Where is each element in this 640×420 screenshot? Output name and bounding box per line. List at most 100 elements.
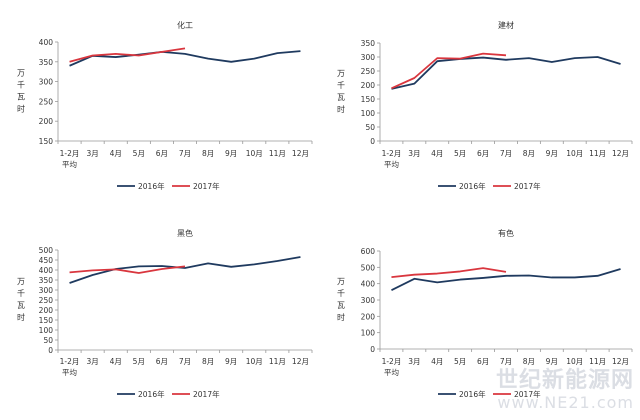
x-tick-label: 5月 [454, 357, 466, 366]
chart-title: 黑色 [177, 228, 193, 238]
x-tick-label-line: 11月 [269, 149, 286, 158]
watermark: 世纪新能源网 www.NE21.com [496, 370, 634, 414]
x-tick-label: 7月 [179, 149, 191, 158]
x-tick-label: 4月 [110, 357, 122, 366]
x-tick-label: 9月 [546, 357, 558, 366]
x-tick-label-line: 9月 [546, 357, 558, 366]
y-tick-label: 50 [365, 123, 375, 132]
x-tick-label-line: 6月 [477, 149, 489, 158]
y-tick-label: 400 [39, 266, 54, 275]
x-tick-label-line: 8月 [202, 149, 214, 158]
legend-label: 2017年 [514, 181, 541, 191]
x-tick-label-line: 9月 [546, 149, 558, 158]
series-line-2017年 [391, 268, 506, 277]
x-tick-label-line: 5月 [454, 149, 466, 158]
x-tick-label: 4月 [110, 149, 122, 158]
y-tick-label: 400 [39, 38, 54, 47]
x-tick-label: 3月 [408, 357, 420, 366]
y-tick-label: 150 [39, 316, 54, 325]
x-tick-label: 6月 [156, 357, 168, 366]
y-tick-label: 200 [361, 312, 376, 321]
x-tick-label-line: 6月 [156, 357, 168, 366]
x-tick-label-line: 7月 [179, 357, 191, 366]
y-tick-label: 350 [39, 276, 54, 285]
chart-ferrous: 黑色万千瓦时0501001502002503003504004505001-2月… [0, 210, 320, 416]
series-line-2016年 [391, 269, 620, 290]
x-tick-label: 5月 [133, 357, 145, 366]
x-tick-label: 10月 [246, 357, 263, 366]
legend-label: 2016年 [138, 181, 165, 191]
y-tick-label: 250 [39, 296, 54, 305]
watermark-url: www.NE21.com [496, 392, 634, 414]
x-tick-label-line: 12月 [612, 357, 629, 366]
y-tick-label: 300 [39, 78, 54, 87]
series-line-2016年 [391, 57, 620, 89]
x-tick-label-line: 8月 [523, 149, 535, 158]
y-axis-label-char: 瓦 [337, 301, 345, 310]
y-axis-label-char: 瓦 [17, 93, 25, 102]
series-line-2016年 [70, 51, 301, 66]
x-tick-label-line: 3月 [86, 149, 98, 158]
x-tick-label: 10月 [246, 149, 263, 158]
y-tick-label: 200 [39, 306, 54, 315]
x-tick-label: 7月 [179, 357, 191, 366]
legend: 2016年 2017年 [438, 181, 541, 191]
x-tick-label: 10月 [566, 149, 583, 158]
y-tick-label: 450 [39, 256, 54, 265]
series-line-2017年 [70, 48, 185, 61]
y-tick-label: 0 [370, 137, 375, 146]
y-tick-label: 300 [361, 53, 376, 62]
chart-title: 有色 [498, 228, 514, 238]
x-tick-label: 11月 [269, 357, 286, 366]
x-tick-label-line: 平均 [62, 159, 77, 169]
x-tick-label-line: 11月 [269, 357, 286, 366]
x-tick-label: 10月 [566, 357, 583, 366]
y-tick-label: 150 [39, 137, 54, 146]
y-tick-label: 500 [39, 246, 54, 255]
x-tick-label-line: 11月 [589, 149, 606, 158]
x-tick-label-line: 3月 [408, 357, 420, 366]
x-tick-label-line: 10月 [246, 357, 263, 366]
y-tick-label: 200 [361, 81, 376, 90]
x-tick-label: 8月 [523, 149, 535, 158]
x-tick-label-line: 10月 [566, 149, 583, 158]
x-tick-label-line: 12月 [612, 149, 629, 158]
x-tick-label: 8月 [202, 357, 214, 366]
y-axis-label-char: 千 [337, 288, 345, 298]
x-tick-label: 8月 [523, 357, 535, 366]
legend-label: 2016年 [459, 181, 486, 191]
x-tick-label: 9月 [225, 357, 237, 366]
x-tick-label: 3月 [408, 149, 420, 158]
x-tick-label-line: 8月 [202, 357, 214, 366]
x-tick-label-line: 7月 [500, 357, 512, 366]
x-tick-label-line: 10月 [566, 357, 583, 366]
x-tick-label: 12月 [292, 149, 309, 158]
y-tick-label: 500 [361, 263, 376, 272]
y-axis-label-char: 万 [337, 277, 345, 286]
x-tick-label-line: 1-2月 [60, 357, 80, 366]
y-tick-label: 0 [48, 346, 53, 355]
x-tick-label: 6月 [477, 357, 489, 366]
x-tick-label-line: 5月 [133, 357, 145, 366]
x-tick-label: 4月 [431, 357, 443, 366]
x-tick-label-line: 1-2月 [60, 149, 80, 158]
y-axis-label-char: 时 [17, 104, 25, 114]
y-axis-label-char: 千 [17, 288, 25, 298]
x-tick-label: 4月 [431, 149, 443, 158]
x-tick-label: 7月 [500, 357, 512, 366]
x-tick-label: 12月 [612, 357, 629, 366]
y-tick-label: 0 [370, 345, 375, 354]
x-tick-label-line: 4月 [431, 149, 443, 158]
x-tick-label-line: 12月 [292, 149, 309, 158]
y-axis-label-char: 瓦 [17, 301, 25, 310]
